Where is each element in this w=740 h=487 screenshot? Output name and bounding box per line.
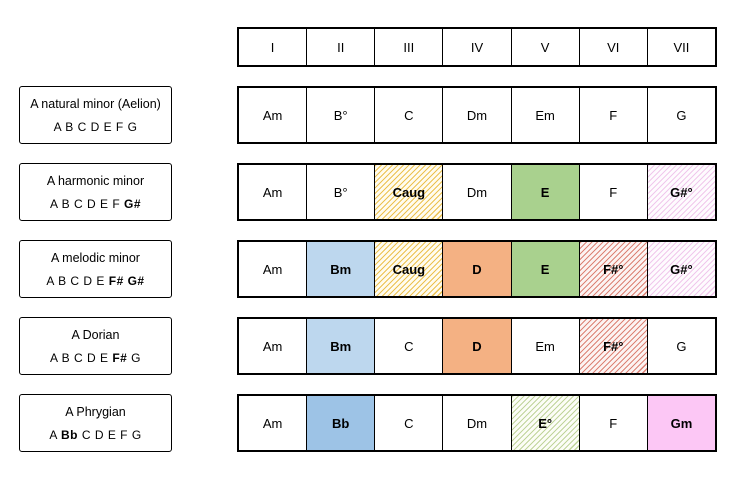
chord-cell-g: G [646,88,715,142]
scale-note-accidental: Bb [61,427,78,442]
scale-title: A harmonic minor [46,173,145,188]
scale-box-a-melodic-minor: A melodic minor A B C D E F# G# [19,240,172,298]
chord-cell-f: F [578,396,647,450]
chord-cell-d: D [442,319,511,373]
scale-note-run: A B C D E F G [53,119,138,134]
chord-cell-caug: Caug [374,242,443,296]
scale-title: A Phrygian [65,404,126,419]
chord-cell-f-sharp-dim: F#° [578,319,647,373]
scale-note-run: A B C D E [46,273,109,288]
scale-box-a-dorian: A Dorian A B C D E F# G [19,317,172,375]
chord-cell-bm: Bm [306,242,375,296]
chord-cell-dm: Dm [442,88,511,142]
scale-box-a-phrygian: A Phrygian A Bb C D E F G [19,394,172,452]
chord-cell-am: Am [239,396,307,450]
chord-row-a-harmonic-minor: Am B° Caug Dm E F G#° [237,163,717,221]
chord-cell-gm: Gm [646,396,715,450]
chord-cell-am: Am [239,319,307,373]
chord-cell-e: E [510,165,579,219]
scale-title: A natural minor (Aelion) [30,96,161,111]
chord-cell-c: C [374,319,443,373]
scale-box-a-natural-minor-aelion: A natural minor (Aelion) A B C D E F G [19,86,172,144]
chord-cell-dm: Dm [442,165,511,219]
chord-cell-caug: Caug [374,165,443,219]
scale-note-run: A B C D E [49,350,113,365]
scale-notes: A B C D E F G# [50,198,141,210]
degree-header-iv: IV [442,29,511,65]
chord-cell-e-dim: E° [510,396,579,450]
scale-note-accidental: G# [124,196,142,211]
scale-note-accidental: F# G# [108,273,145,288]
degree-header-i: I [239,29,307,65]
chord-cell-e: E [510,242,579,296]
degree-header-ii: II [306,29,375,65]
chord-cell-f-sharp-dim: F#° [578,242,647,296]
scale-box-a-harmonic-minor: A harmonic minor A B C D E F G# [19,163,172,221]
chord-row-a-natural-minor-aelion: Am B° C Dm Em F G [237,86,717,144]
scale-note-run: C D E F G [78,427,142,442]
scale-note-accidental: F# [112,350,128,365]
scale-notes: A Bb C D E F G [49,429,141,441]
scale-notes: A B C D E F G [54,121,138,133]
chord-cell-g-sharp-dim: G#° [646,242,715,296]
chord-cell-dm: Dm [442,396,511,450]
chord-cell-am: Am [239,88,307,142]
scale-title: A melodic minor [51,250,140,265]
degree-header-v: V [510,29,579,65]
degree-header-row: I II III IV V VI VII [237,27,717,67]
chord-cell-am: Am [239,165,307,219]
degree-header-iii: III [374,29,443,65]
scale-notes: A B C D E F# G# [46,275,144,287]
degree-header-vi: VI [578,29,647,65]
scale-title: A Dorian [71,327,120,342]
chord-row-a-phrygian: Am Bb C Dm E° F Gm [237,394,717,452]
chord-cell-c: C [374,396,443,450]
scale-note-run: A B C D E F [49,196,124,211]
scale-note-run: A [49,427,61,442]
chord-cell-em: Em [510,319,579,373]
scale-note-run: G [127,350,142,365]
chord-cell-b-dim: B° [306,88,375,142]
scale-notes: A B C D E F# G [50,352,141,364]
chord-cell-am: Am [239,242,307,296]
chord-cell-g-sharp-dim: G#° [646,165,715,219]
chord-cell-g: G [646,319,715,373]
chord-cell-f: F [578,165,647,219]
chord-cell-bb: Bb [306,396,375,450]
chord-cell-b-dim: B° [306,165,375,219]
degree-header-vii: VII [646,29,715,65]
chord-row-a-melodic-minor: Am Bm Caug D E F#° G#° [237,240,717,298]
chord-cell-d: D [442,242,511,296]
chord-cell-bm: Bm [306,319,375,373]
chord-cell-c: C [374,88,443,142]
chord-cell-em: Em [510,88,579,142]
chord-cell-f: F [578,88,647,142]
chord-row-a-dorian: Am Bm C D Em F#° G [237,317,717,375]
